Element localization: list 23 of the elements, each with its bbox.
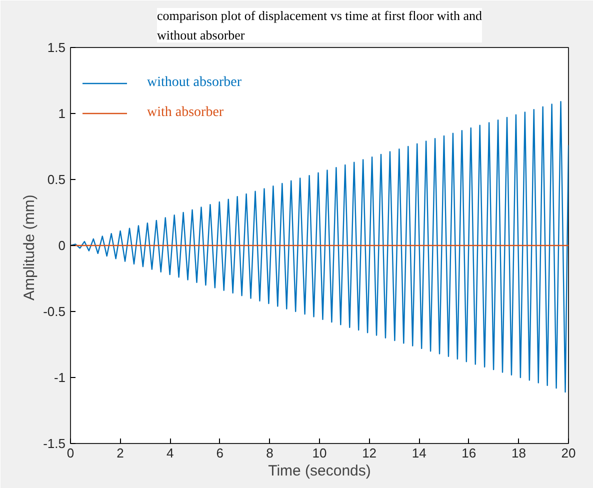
chart-title: comparison plot of displacement vs time at first floor with and without absorber [157, 8, 482, 42]
legend-label: with absorber [147, 105, 224, 121]
y-tick-label: 1.5 [47, 40, 66, 55]
x-tick-label: 8 [266, 446, 274, 460]
x-tick-label: 18 [511, 446, 526, 460]
x-axis-title: Time (seconds) [268, 462, 371, 480]
x-tick-label: 14 [412, 446, 426, 460]
x-tick-label: 20 [561, 446, 576, 460]
y-tick-label: -1.5 [43, 436, 66, 451]
legend-label: without absorber [147, 75, 242, 91]
x-tick-label: 12 [362, 446, 377, 460]
x-tick-label: 10 [312, 446, 327, 460]
y-tick-label: 0.5 [47, 172, 66, 187]
y-axis-title: Amplitude (mm) [21, 194, 38, 301]
y-tick-label: -0.5 [43, 304, 66, 319]
x-tick-label: 16 [462, 446, 476, 460]
line-series [70, 101, 568, 393]
x-tick-label: 6 [216, 446, 224, 460]
x-tick-label: 2 [116, 446, 124, 460]
x-tick-label: 4 [166, 446, 174, 460]
y-tick-label: -1 [54, 370, 66, 385]
y-tick-label: 0 [58, 238, 66, 253]
y-tick-label: 1 [58, 106, 66, 121]
